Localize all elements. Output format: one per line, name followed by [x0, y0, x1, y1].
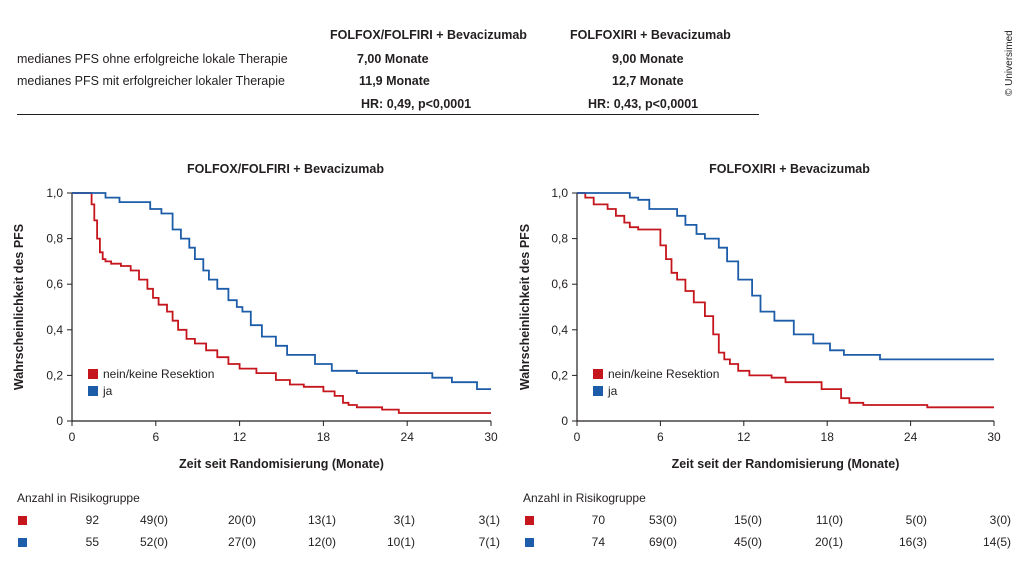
- risk-cell: 5(0): [905, 513, 927, 527]
- risk-table-label: Anzahl in Risikogruppe: [523, 491, 646, 505]
- risk-row-swatch: [525, 516, 534, 525]
- legend-label: nein/keine Resektion: [103, 367, 214, 381]
- x-tick-label: 30: [484, 430, 498, 444]
- legend-swatch: [88, 369, 98, 379]
- x-tick-label: 6: [152, 430, 159, 444]
- risk-cell: 3(1): [393, 513, 415, 527]
- y-tick-label: 0,4: [46, 323, 63, 337]
- y-tick-label: 0: [561, 414, 568, 428]
- y-tick-label: 0,4: [551, 323, 568, 337]
- y-axis-label: Wahrscheinlichkeit des PFS: [518, 224, 532, 390]
- risk-cell: 13(1): [307, 513, 336, 527]
- legend-label: nein/keine Resektion: [608, 367, 719, 381]
- y-tick-label: 1,0: [551, 186, 568, 200]
- risk-cell: 3(0): [989, 513, 1011, 527]
- legend-swatch: [88, 386, 98, 396]
- risk-cell: 20(0): [227, 513, 256, 527]
- risk-cell: 52(0): [139, 535, 168, 549]
- risk-cell: 7(1): [478, 535, 500, 549]
- y-tick-label: 1,0: [46, 186, 63, 200]
- risk-cell: 14(5): [982, 535, 1011, 549]
- risk-cell: 20(1): [814, 535, 843, 549]
- km-chart-left: FOLFOX/FOLFIRI + Bevacizumab 0 6 12 18 24 30 0 0…: [12, 162, 498, 471]
- y-tick-label: 0,8: [551, 232, 568, 246]
- risk-cell: 49(0): [139, 513, 168, 527]
- summary-rule: [17, 114, 759, 115]
- y-tick-label: 0,8: [46, 232, 63, 246]
- summary-row-label: medianes PFS ohne erfolgreiche lokale Th…: [17, 52, 288, 66]
- risk-cell: 45(0): [733, 535, 762, 549]
- x-tick-label: 0: [574, 430, 581, 444]
- copyright-notice: © Universimed: [1004, 30, 1015, 96]
- x-tick-label: 6: [657, 430, 664, 444]
- x-axis-label: Zeit seit Randomisierung (Monate): [179, 457, 384, 471]
- summary-row-label: medianes PFS mit erfolgreicher lokaler T…: [17, 74, 285, 88]
- summary-col-header-1: FOLFOX/FOLFIRI + Bevacizumab: [330, 28, 527, 42]
- risk-cell: 15(0): [733, 513, 762, 527]
- x-tick-label: 24: [904, 430, 918, 444]
- x-axis-label: Zeit seit der Randomisierung (Monate): [672, 457, 900, 471]
- legend-label: ja: [102, 384, 113, 398]
- chart-title: FOLFOXIRI + Bevacizumab: [709, 162, 870, 176]
- km-curve-no-resection: [577, 192, 994, 409]
- y-tick-label: 0: [56, 414, 63, 428]
- x-tick-label: 30: [987, 430, 1001, 444]
- risk-cell: 92: [85, 513, 99, 527]
- risk-cell: 55: [85, 535, 99, 549]
- summary-hr: HR: 0,43, p<0,0001: [588, 97, 699, 111]
- x-tick-label: 12: [737, 430, 751, 444]
- summary-cell: 9,00 Monate: [612, 52, 684, 66]
- x-tick-label: 18: [821, 430, 835, 444]
- summary-cell: 11,9 Monate: [359, 74, 430, 88]
- km-chart-right: FOLFOXIRI + Bevacizumab 0 6 12 18 24 30 0 0,2 0,4…: [518, 162, 1001, 471]
- risk-cell: 11(0): [815, 513, 843, 527]
- y-tick-label: 0,6: [46, 277, 63, 291]
- summary-col-header-2: FOLFOXIRI + Bevacizumab: [570, 28, 731, 42]
- risk-cell: 10(1): [386, 535, 415, 549]
- x-tick-label: 24: [401, 430, 415, 444]
- y-tick-label: 0,6: [551, 277, 568, 291]
- risk-cell: 27(0): [227, 535, 256, 549]
- legend-swatch: [593, 386, 603, 396]
- y-tick-label: 0,2: [551, 368, 568, 382]
- risk-cell: 3(1): [478, 513, 500, 527]
- risk-cell: 69(0): [648, 535, 677, 549]
- km-curve-no-resection: [72, 192, 491, 414]
- risk-row-swatch: [18, 538, 27, 547]
- summary-hr: HR: 0,49, p<0,0001: [361, 97, 472, 111]
- legend-label: ja: [607, 384, 618, 398]
- risk-cell: 53(0): [648, 513, 677, 527]
- summary-cell: 12,7 Monate: [612, 74, 684, 88]
- x-tick-label: 18: [317, 430, 331, 444]
- legend-swatch: [593, 369, 603, 379]
- y-axis-label: Wahrscheinlichkeit des PFS: [12, 224, 26, 390]
- km-curve-resection: [72, 192, 491, 390]
- risk-cell: 12(0): [307, 535, 336, 549]
- risk-cell: 70: [591, 513, 605, 527]
- y-tick-label: 0,2: [46, 368, 63, 382]
- risk-cell: 74: [591, 535, 605, 549]
- x-tick-label: 0: [69, 430, 76, 444]
- x-tick-label: 12: [233, 430, 247, 444]
- km-curve-resection: [577, 192, 994, 361]
- risk-row-swatch: [525, 538, 534, 547]
- chart-title: FOLFOX/FOLFIRI + Bevacizumab: [187, 162, 384, 176]
- risk-row-swatch: [18, 516, 27, 525]
- summary-cell: 7,00 Monate: [357, 52, 429, 66]
- risk-table-label: Anzahl in Risikogruppe: [17, 491, 140, 505]
- risk-cell: 16(3): [898, 535, 927, 549]
